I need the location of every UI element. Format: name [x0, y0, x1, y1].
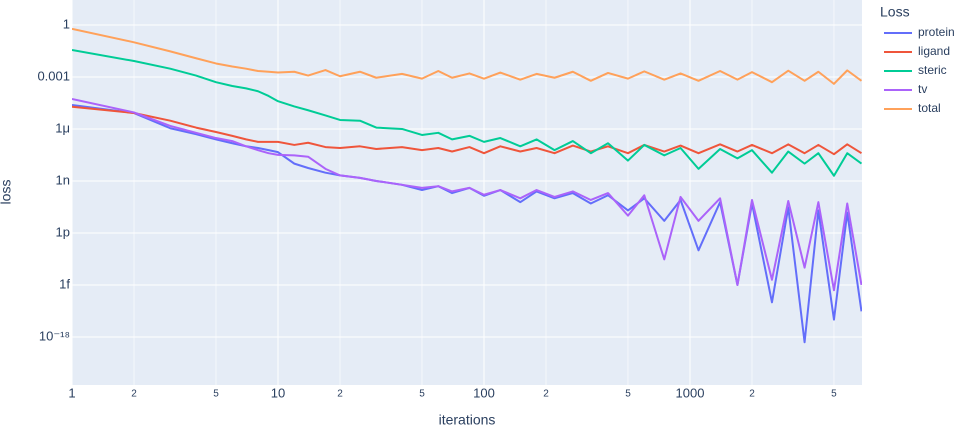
legend-title: Loss [880, 4, 910, 20]
plot-area [72, 0, 862, 385]
legend: protein ligand steric tv total [884, 25, 954, 115]
series-line [72, 97, 862, 292]
x-tick-label: 2 [337, 389, 343, 400]
x-tick-label: 1000 [676, 385, 705, 400]
x-axis-title: iterations [439, 412, 496, 427]
legend-label: protein [918, 25, 954, 39]
labels: 1 2 5 10 2 5 100 2 5 1000 2 5 1 0.001 1μ 1n 1p 1f 10⁻¹⁸ [37, 16, 837, 400]
x-tick-label: 5 [213, 389, 219, 400]
legend-label: tv [918, 82, 927, 96]
x-tick-label: 2 [131, 389, 137, 400]
series-line [72, 27, 862, 85]
x-tick-label: 1 [68, 385, 75, 400]
y-tick-label: 1n [56, 172, 70, 187]
x-tick-label: 10 [271, 385, 285, 400]
x-tick-label: 5 [831, 389, 837, 400]
x-tick-label: 2 [749, 389, 755, 400]
x-tick-label: 2 [543, 389, 549, 400]
legend-label: ligand [918, 44, 950, 58]
lines [72, 27, 862, 344]
y-tick-label: 1 [63, 16, 70, 31]
y-tick-label: 1f [59, 276, 70, 291]
legend-label: steric [918, 63, 947, 77]
x-tick-label: 100 [473, 385, 495, 400]
x-tick-label: 5 [419, 389, 425, 400]
series-line [72, 48, 862, 177]
y-tick-label: 0.001 [37, 68, 70, 83]
x-tick-label: 5 [625, 389, 631, 400]
y-axis-title: loss [0, 180, 14, 205]
y-tick-label: 1μ [55, 120, 70, 135]
y-tick-label: 10⁻¹⁸ [39, 328, 70, 343]
y-tick-label: 1p [56, 224, 70, 239]
series-line [72, 105, 862, 156]
legend-label: total [918, 101, 941, 115]
